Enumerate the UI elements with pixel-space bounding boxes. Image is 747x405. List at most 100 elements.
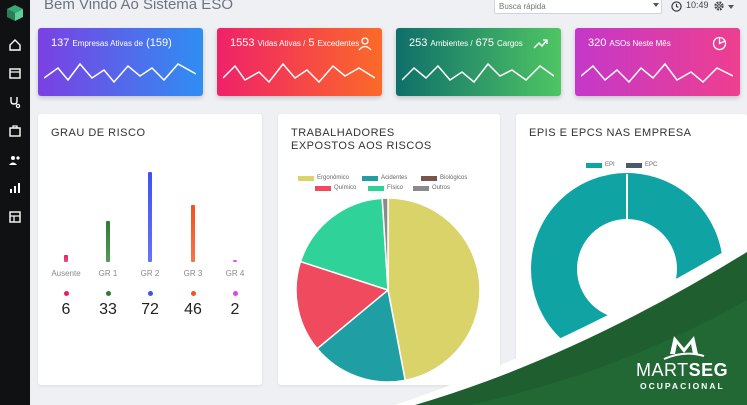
stat-card-vidas[interactable]: 1553 Vidas Ativas / 5 Excedentes xyxy=(217,28,382,96)
risk-count: 6 xyxy=(61,301,71,318)
pie-slice[interactable] xyxy=(295,260,390,350)
stat-label: Vidas Ativas / xyxy=(257,39,306,48)
legend-swatch xyxy=(362,175,378,181)
risk-bar xyxy=(148,172,152,262)
legend-swatch xyxy=(368,185,384,191)
stethoscope-icon[interactable] xyxy=(8,95,22,109)
sparkline xyxy=(44,62,196,84)
legend-item[interactable]: Outros xyxy=(413,185,450,191)
stat-extra-number: 675 xyxy=(475,37,494,49)
stat-label: Empresas Ativas de xyxy=(72,39,144,48)
legend-swatch xyxy=(413,185,429,191)
clock-time: 10:49 xyxy=(686,0,709,10)
legend-item[interactable]: EPI xyxy=(586,162,615,168)
calendar-icon[interactable] xyxy=(8,66,22,80)
clock-icon xyxy=(671,1,682,12)
legend-label: Ergonômico xyxy=(317,175,350,181)
brand-name-light: MART xyxy=(636,360,689,380)
trabalhadores-card: TRABALHADORES EXPOSTOS AOS RISCOS Ergonô… xyxy=(278,114,500,385)
risk-dot xyxy=(147,291,153,296)
legend-item[interactable]: Químico xyxy=(315,185,356,191)
brand-name: MARTSEG xyxy=(636,360,728,381)
legend-label: Físico xyxy=(387,185,404,191)
pie-icon xyxy=(712,36,727,51)
stat-card-asos[interactable]: 320 ASOs Neste Mês xyxy=(575,28,740,96)
legend-item[interactable]: Acidentes xyxy=(362,175,407,181)
risk-count: 33 xyxy=(99,301,117,318)
chevron-down-icon[interactable] xyxy=(728,5,734,9)
legend-swatch xyxy=(298,175,314,181)
stat-extra: (159) xyxy=(146,37,172,49)
stat-label: ASOs Neste Mês xyxy=(609,39,671,48)
bar-chart-icon[interactable] xyxy=(8,181,22,195)
search-input[interactable] xyxy=(494,0,662,14)
briefcase-icon[interactable] xyxy=(8,124,22,138)
legend-swatch xyxy=(626,162,642,168)
layout-icon[interactable] xyxy=(8,210,22,224)
risk-label: GR 2 xyxy=(140,269,160,278)
risk-dot xyxy=(63,291,69,296)
legend-label: EPC xyxy=(645,162,658,168)
risk-dot xyxy=(190,291,196,296)
trend-icon xyxy=(533,39,548,49)
legend-item[interactable]: Ergonômico xyxy=(298,175,349,181)
risk-bar xyxy=(106,220,110,262)
app-logo-icon[interactable] xyxy=(5,4,25,22)
users-icon xyxy=(358,37,372,51)
legend-label: Acidentes xyxy=(381,175,408,181)
risk-label: GR 4 xyxy=(225,269,245,278)
legend-label: Químico xyxy=(334,185,357,191)
page-title: Bem Vindo Ao Sistema ESO xyxy=(44,0,233,13)
epis-card: EPIS E EPCS NAS EMPRESA EPI EPC xyxy=(516,114,747,385)
pie-slice[interactable] xyxy=(387,197,481,382)
risk-pie-chart xyxy=(295,197,481,383)
stat-number: 137 xyxy=(51,37,70,49)
brand-name-bold: SEG xyxy=(688,360,729,380)
stat-extra-number: 5 xyxy=(308,37,315,49)
risk-bar xyxy=(191,204,195,262)
legend-swatch xyxy=(586,162,602,168)
legend-item[interactable]: Físico xyxy=(368,185,403,191)
grau-de-risco-card: GRAU DE RISCO Ausente 6 GR 1 33 GR 2 72 GR 3 46… xyxy=(38,114,262,385)
stat-number: 1553 xyxy=(230,37,255,49)
legend-swatch xyxy=(421,175,437,181)
pie-slice[interactable] xyxy=(299,197,389,292)
chevron-down-icon[interactable] xyxy=(653,3,659,7)
home-icon[interactable] xyxy=(8,38,22,52)
stat-number: 320 xyxy=(588,37,607,49)
risk-count: 72 xyxy=(141,301,159,318)
card-title: TRABALHADORES EXPOSTOS AOS RISCOS xyxy=(291,127,432,152)
risk-bar xyxy=(233,259,237,262)
risk-label: GR 3 xyxy=(183,269,203,278)
gear-icon[interactable] xyxy=(713,0,725,12)
card-title: EPIS E EPCS NAS EMPRESA xyxy=(529,127,692,139)
sparkline xyxy=(223,62,375,84)
stat-number: 253 xyxy=(409,37,428,49)
legend-label: EPI xyxy=(605,162,615,168)
card-title: GRAU DE RISCO xyxy=(51,127,146,139)
sidebar xyxy=(0,0,30,405)
risk-label: GR 1 xyxy=(98,269,118,278)
risk-bar xyxy=(64,254,68,262)
legend-label: Biológicos xyxy=(440,175,468,181)
users-icon[interactable] xyxy=(8,153,22,167)
risk-dot xyxy=(105,291,111,296)
legend-swatch xyxy=(315,185,331,191)
martseg-logo-icon xyxy=(663,336,705,360)
stat-extra: Cargos xyxy=(496,39,523,48)
stat-extra: Excedentes xyxy=(317,39,360,48)
sparkline xyxy=(402,62,554,84)
epi-donut-chart xyxy=(531,173,723,365)
stat-label: Ambientes / xyxy=(430,39,473,48)
brand-subtitle: OCUPACIONAL xyxy=(640,381,725,391)
stat-card-empresas[interactable]: 137 Empresas Ativas de (159) xyxy=(38,28,203,96)
risk-dot xyxy=(232,291,238,296)
legend-item[interactable]: Biológicos xyxy=(421,175,467,181)
risk-label: Ausente xyxy=(51,269,81,278)
legend-item[interactable]: EPC xyxy=(626,162,657,168)
sparkline xyxy=(581,62,733,84)
stat-card-ambientes[interactable]: 253 Ambientes / 675 Cargos xyxy=(396,28,561,96)
risk-count: 2 xyxy=(230,301,240,318)
risk-count: 46 xyxy=(184,301,202,318)
pie-slice[interactable] xyxy=(381,197,389,291)
